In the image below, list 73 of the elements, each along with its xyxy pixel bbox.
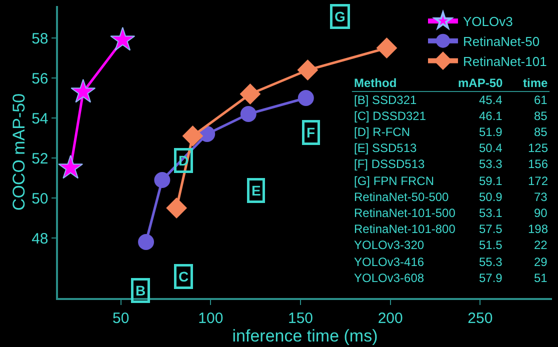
annotation: 61 [534,93,548,107]
point [110,26,136,51]
annotation: 51 [534,271,548,285]
annotation: 53.1 [479,206,503,220]
annotation: 57.5 [479,222,503,236]
point [240,84,260,104]
annotation: F [306,124,316,140]
annotation: B [136,282,146,298]
y-tick-label: 56 [32,70,48,88]
annotation: [D] R-FCN [354,125,410,139]
annotation: 57.9 [479,271,503,285]
annotation: YOLOv3-416 [354,255,424,269]
annotation: RetinaNet-101-800 [354,222,456,236]
annotation: 90 [534,206,548,220]
legend-label: YOLOv3 [463,14,513,30]
y-tick-label: 48 [32,230,48,248]
point [70,78,96,103]
annotation: Method [354,76,397,90]
annotation: 59.1 [479,174,503,188]
point [182,126,203,146]
point [154,172,170,188]
annotation: 50.4 [479,141,503,155]
annotation: RetinaNet-50-500 [354,190,450,204]
y-tick-label: 58 [32,30,48,48]
annotation: 85 [534,125,548,139]
annotation: 73 [534,190,548,204]
x-tick-label: 50 [112,310,130,327]
point [58,154,84,179]
annotation: 51.5 [479,238,503,252]
point [240,106,256,122]
annotation: E [252,182,261,198]
annotation: 46.1 [479,109,503,123]
annotation: 45.4 [479,93,503,107]
annotation: [E] SSD513 [354,141,418,155]
point [138,234,154,250]
annotation: [G] FPN FRCN [354,174,434,188]
point [376,38,397,58]
annotation: mAP-50 [458,76,504,90]
annotation: D [178,152,189,168]
point [297,60,318,80]
x-tick-label: 150 [288,310,314,327]
annotation: time [523,76,548,90]
annotation: [C] DSSD321 [354,109,426,123]
annotation: 22 [534,238,548,252]
y-axis-title: COCO mAP-50 [10,93,29,211]
annotation: 172 [528,174,548,188]
y-tick-label: 50 [32,190,48,208]
annotation: YOLOv3-608 [354,271,424,285]
point [166,198,187,218]
x-axis-title: inference time (ms) [232,326,378,346]
legend-label: RetinaNet-50 [463,34,540,49]
y-tick-label: 54 [32,110,48,128]
annotation: 29 [534,255,548,269]
annotation: YOLOv3-320 [354,238,424,252]
annotation: 85 [534,109,548,123]
annotation: 53.3 [479,157,503,171]
annotation: 51.9 [479,125,503,139]
y-tick-label: 52 [32,150,48,168]
annotation: 50.9 [479,190,503,204]
x-tick-label: 100 [198,310,224,327]
annotation: 125 [528,141,548,155]
annotation: 55.3 [479,255,503,269]
annotation: [F] DSSD513 [354,157,426,171]
point [298,90,314,106]
annotation: [B] SSD321 [354,93,418,107]
annotation: C [178,268,189,284]
legend-label: RetinaNet-101 [463,54,547,69]
annotation: 156 [528,157,548,171]
x-tick-label: 200 [378,310,403,327]
annotation: 198 [528,222,548,236]
annotation: RetinaNet-101-500 [354,206,456,220]
annotation: G [334,8,346,24]
x-tick-label: 250 [468,310,493,327]
